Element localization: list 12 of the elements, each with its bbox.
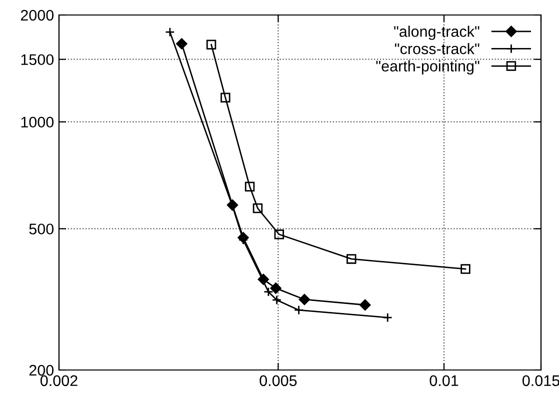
y-tick-label: 1500 [21,54,54,66]
y-tick-label: 500 [29,224,54,234]
x-tick-label: 0.002 [40,375,78,386]
y-tick-label: 1000 [21,116,54,128]
y-tick-label: 200 [29,364,54,376]
x-tick-label: 0.005 [260,375,297,386]
legend-label: "earth-pointing" [376,60,480,75]
x-tick-label: 0.01 [430,375,458,386]
y-tick-label: 2000 [20,10,54,21]
legend-label: "cross-track" [395,42,480,54]
x-tick-label: 0.015 [522,375,559,386]
legend-label: "along-track" [394,26,480,40]
